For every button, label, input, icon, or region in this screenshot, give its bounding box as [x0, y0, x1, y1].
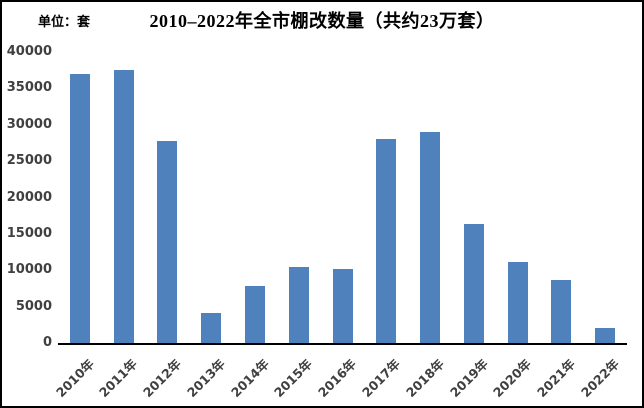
- y-tick-label: 35000: [6, 80, 52, 96]
- x-axis-label: 2016年: [315, 356, 360, 401]
- x-axis-label: 2019年: [446, 356, 491, 401]
- x-axis-label: 2011年: [96, 356, 141, 401]
- x-axis-label: 2022年: [577, 356, 622, 401]
- chart-title: 2010–2022年全市棚改数量（共约23万套）: [149, 11, 495, 31]
- x-axis-label: 2012年: [140, 356, 185, 401]
- bar-2021年: [551, 280, 572, 343]
- x-axis-label: 2013年: [183, 356, 228, 401]
- y-tick-label: 40000: [6, 44, 52, 59]
- y-tick-label: 20000: [6, 189, 52, 205]
- bar-2012年: [157, 140, 178, 343]
- bar-2016年: [332, 268, 353, 343]
- y-tick-label: 10000: [6, 262, 52, 278]
- bar-2019年: [463, 223, 484, 343]
- y-tick-label: 25000: [6, 153, 52, 169]
- y-tick-label: 15000: [6, 225, 52, 241]
- x-axis-label: 2021年: [534, 356, 579, 401]
- plot-area: [58, 52, 627, 345]
- x-axis-label: 2014年: [227, 356, 272, 401]
- bar-2017年: [376, 138, 397, 343]
- bar-2011年: [113, 70, 134, 343]
- x-axis-label: 2017年: [358, 356, 404, 401]
- y-tick-label: 5000: [15, 298, 52, 314]
- x-axis-label: 2020年: [490, 356, 535, 401]
- x-axis-label: 2010年: [52, 356, 97, 401]
- bar-2015年: [288, 266, 309, 343]
- x-axis-label: 2015年: [271, 356, 316, 401]
- y-tick-label: 30000: [6, 116, 52, 132]
- unit-label: 单位：套: [38, 14, 91, 29]
- bar-2018年: [420, 132, 441, 343]
- bar-2022年: [595, 327, 616, 343]
- bar-2014年: [244, 286, 265, 343]
- bar-2020年: [507, 261, 528, 343]
- bar-2013年: [201, 313, 222, 343]
- x-axis-label: 2018年: [402, 356, 447, 401]
- y-tick-label: 0: [42, 335, 52, 350]
- bar-2010年: [69, 73, 90, 343]
